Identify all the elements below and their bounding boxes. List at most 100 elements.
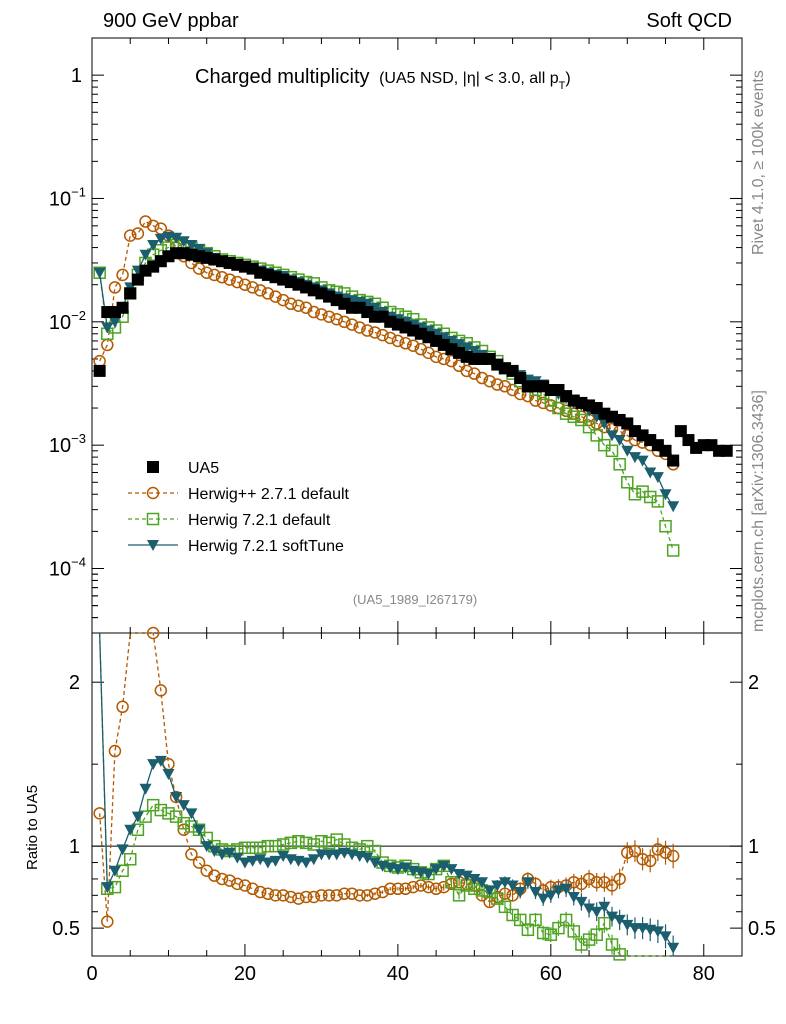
ratio-point (254, 854, 267, 866)
data-point (361, 298, 374, 310)
ratio-point (406, 880, 420, 894)
ratio-line (98, 632, 674, 922)
chart-title-main: Charged multiplicity (195, 66, 370, 88)
ratio-point (613, 914, 626, 926)
data-point (154, 233, 167, 245)
ratio-point (261, 887, 275, 900)
data-point (368, 302, 381, 314)
ratio-point (315, 849, 328, 861)
ratio-point (124, 824, 137, 836)
ratio-point (590, 906, 603, 918)
ratio-point (643, 854, 657, 868)
ratio-point (200, 841, 213, 853)
ratio-point (391, 882, 405, 896)
ratio-point (338, 887, 351, 900)
ratio-point (208, 846, 221, 858)
ratio-point (101, 882, 114, 894)
data-point (575, 413, 588, 427)
ratio-point (307, 890, 321, 904)
ratio-point (659, 846, 672, 859)
ratio-point (300, 857, 313, 869)
ratio-point (468, 873, 481, 885)
ratio-point (284, 836, 298, 850)
ratio-point (606, 911, 618, 923)
ratio-point (315, 834, 328, 848)
ratio-point (590, 875, 603, 889)
data-point (621, 476, 634, 489)
data-point (345, 318, 359, 331)
data-point (376, 328, 389, 342)
data-point (636, 455, 649, 467)
data-point (200, 266, 213, 279)
chart-subtitle-sub: T (559, 80, 566, 92)
ratio-point (560, 883, 573, 895)
ratio-point (506, 880, 519, 892)
ratio-point (422, 880, 435, 894)
ratio-point (246, 841, 259, 855)
data-point (468, 345, 481, 357)
data-point (605, 444, 619, 458)
data-point (651, 472, 664, 484)
reference-point (93, 364, 106, 377)
data-point (223, 273, 236, 286)
ratio-point (437, 860, 450, 872)
ratio-point (368, 887, 382, 900)
ratio-point (537, 893, 550, 905)
data-point (338, 315, 351, 329)
ratio-point (659, 931, 672, 943)
ratio-point (292, 892, 305, 905)
ratio-point (521, 877, 534, 889)
ratio-point (491, 892, 504, 905)
y-tick-label: 10−1 (49, 184, 86, 210)
ratio-point (223, 874, 236, 887)
data-point (139, 249, 152, 261)
legend-label: Herwig++ 2.7.1 default (188, 486, 350, 503)
ratio-point (299, 890, 313, 904)
ratio-tick-label: 0.5 (52, 918, 80, 940)
data-point (559, 407, 573, 420)
legend-label: Herwig 7.2.1 default (188, 512, 331, 529)
reference-point (659, 444, 672, 457)
ratio-point (162, 769, 175, 781)
ratio-point (552, 921, 565, 935)
ratio-point (307, 854, 320, 866)
chart-title: Charged multiplicity (UA5 NSD, |η| < 3.0… (195, 66, 571, 92)
series-0-ratio (93, 626, 680, 928)
ratio-point (628, 923, 641, 935)
ratio-point (666, 849, 680, 863)
x-tick-label: 20 (234, 963, 256, 985)
ratio-point (146, 626, 160, 640)
ratio-point (315, 889, 328, 902)
ratio-point (131, 811, 144, 823)
series-2-ratio (98, 632, 680, 956)
reference-point (667, 454, 680, 467)
y-tick-label: 10−3 (49, 431, 86, 457)
data-point (93, 267, 106, 279)
ratio-point (123, 853, 137, 866)
ratio-point (559, 913, 573, 927)
data-point (170, 232, 183, 244)
data-point (628, 487, 642, 501)
data-point (513, 387, 527, 401)
series-line (99, 236, 674, 507)
ratio-point (261, 839, 275, 853)
legend-label: Herwig 7.2.1 softTune (188, 538, 344, 555)
data-point (445, 335, 458, 347)
legend-marker (146, 486, 160, 500)
data-point (613, 435, 626, 447)
reference-point (720, 444, 733, 457)
ratio-point (598, 901, 611, 913)
ratio-point (185, 808, 198, 820)
data-point (483, 374, 496, 388)
series-1-main (93, 238, 680, 557)
data-point (659, 520, 672, 533)
data-point (231, 275, 244, 289)
ratio-point (108, 865, 121, 877)
data-point (383, 331, 397, 345)
ratio-point (154, 755, 167, 767)
ratio-point (414, 879, 428, 892)
ratio-point (513, 913, 527, 927)
ratio-point (345, 887, 359, 900)
ratio-point (598, 875, 611, 889)
data-point (246, 281, 259, 294)
